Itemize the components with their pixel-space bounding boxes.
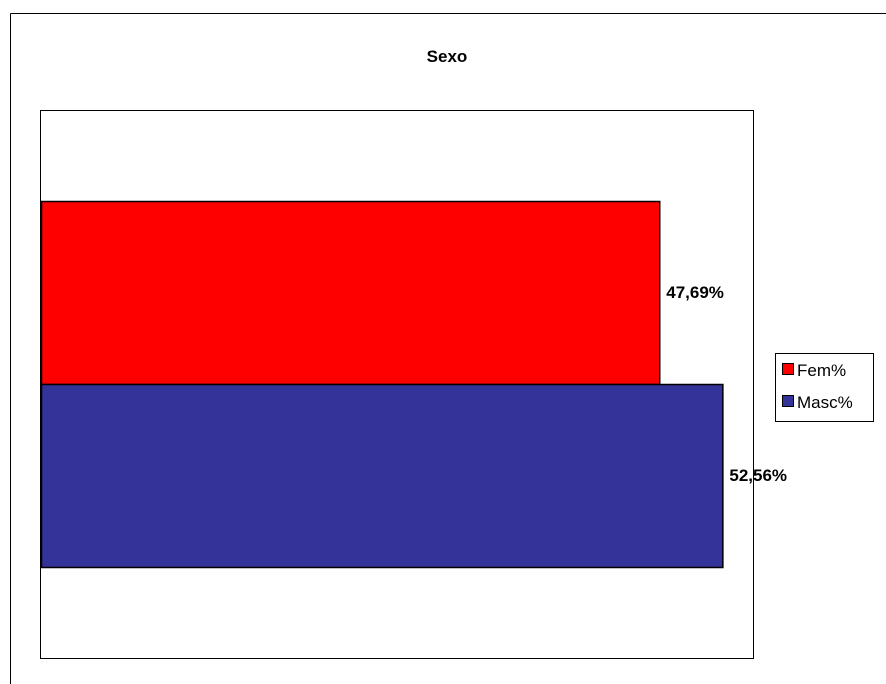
legend-swatch-masc bbox=[782, 395, 794, 407]
legend-label-fem: Fem% bbox=[797, 361, 846, 380]
data-label-masc: 52,56% bbox=[729, 466, 787, 485]
chart-title: Sexo bbox=[427, 47, 468, 66]
data-labels-group: 47,69% 52,56% bbox=[666, 283, 787, 485]
legend-label-masc: Masc% bbox=[797, 393, 853, 412]
legend-entries: Fem% Masc% bbox=[782, 361, 853, 412]
bar-masc bbox=[40, 383, 724, 569]
bar-fem bbox=[40, 200, 661, 386]
data-label-fem: 47,69% bbox=[666, 283, 724, 302]
bars-group bbox=[40, 200, 724, 569]
legend-swatch-fem bbox=[782, 363, 794, 375]
